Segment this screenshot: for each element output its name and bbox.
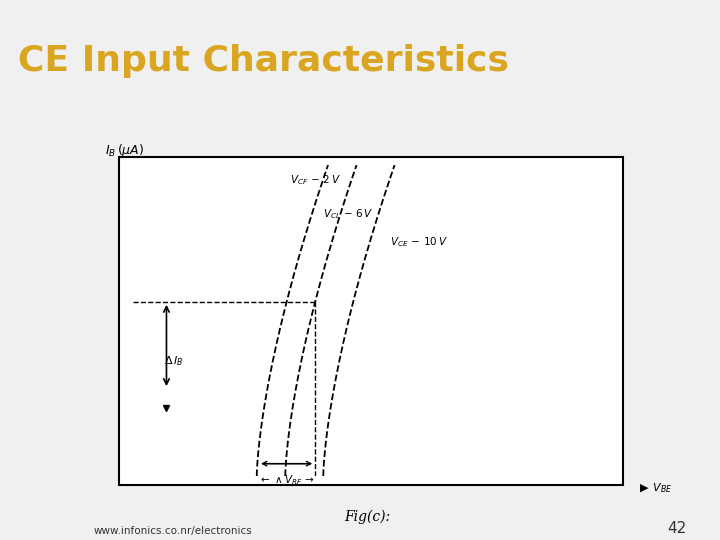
Text: $V_{CE}\,-\,10\,V$: $V_{CE}\,-\,10\,V$ [390,235,448,249]
Text: 42: 42 [667,521,686,536]
Text: www.infonics.co.nr/electronics: www.infonics.co.nr/electronics [94,526,252,536]
Text: $I_B\,(\mu A)$: $I_B\,(\mu A)$ [104,142,144,159]
Text: $V_{CL}\,-\,6\,V$: $V_{CL}\,-\,6\,V$ [323,207,374,221]
Bar [119,157,623,484]
Text: $\blacktriangleright\;V_{BE}$: $\blacktriangleright\;V_{BE}$ [637,482,672,495]
Text: $\Delta\,I_B$: $\Delta\,I_B$ [164,354,184,368]
Text: $\leftarrow\,\wedge V_{RF}\,\rightarrow$: $\leftarrow\,\wedge V_{RF}\,\rightarrow$ [258,473,315,487]
Text: $V_{CF}\,-\,2\,V$: $V_{CF}\,-\,2\,V$ [290,173,341,187]
Text: CE Input Characteristics: CE Input Characteristics [18,44,509,78]
Text: Fig(c):: Fig(c): [344,509,390,524]
